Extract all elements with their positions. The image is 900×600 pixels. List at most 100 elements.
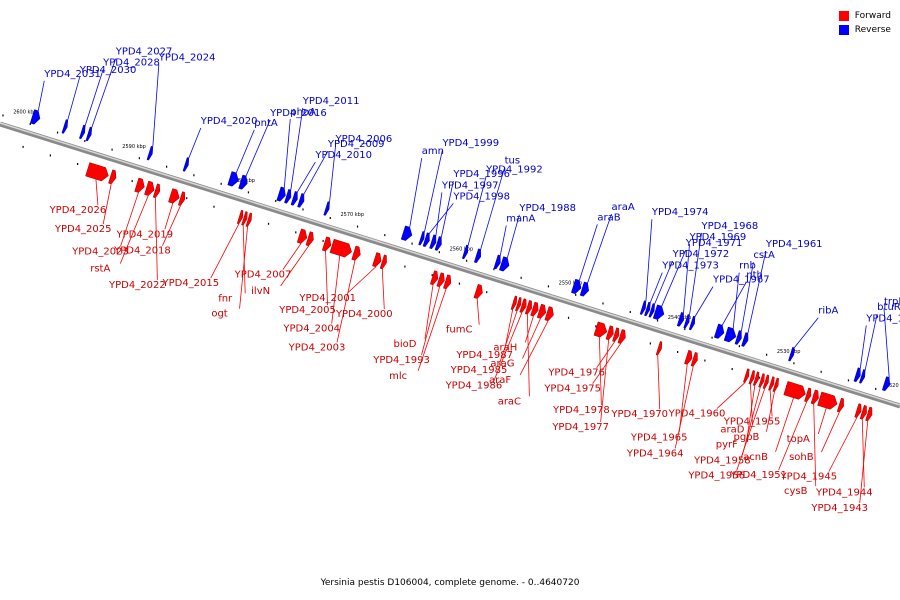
gene-label-acnB: acnB (743, 452, 768, 463)
gene-arrow-YPD4_1978 (593, 321, 608, 338)
gene-arrow-rnb (723, 326, 737, 343)
gene-arrow-tus (473, 248, 481, 264)
gene-label-bioD: bioD (394, 339, 417, 350)
leader-line-ogt (239, 226, 248, 309)
gene-label-araC: araC (498, 396, 521, 407)
leader-line-trpE (883, 308, 890, 378)
leader-line-YPD4_1956 (736, 388, 766, 471)
gene-arrow-YPD4_1993 (436, 272, 445, 288)
gene-arrow-YPD4_1985 (515, 296, 522, 312)
leader-line-YPD4_2022 (154, 197, 158, 280)
gene-arrow-YPD4_1987 (510, 295, 518, 311)
gene-label-topA: topA (787, 434, 810, 445)
gene-arrow-YPD4_1958 (758, 373, 765, 388)
gene-label-YPD4_1992: YPD4_1992 (485, 165, 543, 176)
tick-label: 2560 kbp (450, 246, 474, 252)
gene-arrow-araA (579, 281, 589, 297)
gene-label-ribA: ribA (818, 306, 838, 317)
gene-arrow-nth (713, 323, 725, 339)
gene-arrow-YPD4_2026 (85, 162, 109, 182)
gene-arrow-btuR (859, 369, 866, 384)
gene-label-YPD4_2027: YPD4_2027 (115, 47, 173, 58)
gene-arrow-YPD4_1943 (865, 406, 873, 422)
leader-line-YPD4_1965 (678, 364, 688, 433)
gene-arrow-pntA (227, 171, 239, 187)
gene-label-YPD4_2023: YPD4_2023 (71, 247, 129, 258)
gene-arrow-pyrF (752, 371, 760, 386)
gene-arrow-YPD4_1967 (688, 315, 696, 331)
leader-line-YPD4_1999 (424, 149, 443, 232)
gene-label-YPD4_2006: YPD4_2006 (335, 134, 393, 145)
gene-arrow-YPD4_1996 (434, 236, 442, 251)
gene-arrow-rstA (144, 180, 155, 196)
leader-line-cysB (813, 404, 817, 487)
leader-line-YPD4_2026 (95, 179, 99, 206)
gene-arrow-YPD4_1974 (639, 300, 647, 315)
leader-line-YPD4_2019 (164, 203, 174, 230)
leader-line-tus (480, 167, 506, 250)
gene-arrow-YPD4_1988 (499, 256, 510, 272)
gene-label-YPD4_1996: YPD4_1996 (452, 169, 510, 180)
gene-arrow-YPD4_1971 (652, 304, 665, 320)
leader-line-rstA (119, 195, 149, 264)
legend: Forward Reverse (838, 9, 891, 37)
gene-label-ilvN: ilvN (251, 286, 270, 297)
gene-label-YPD4_1974: YPD4_1974 (651, 207, 709, 218)
tick-label: 2520 kbp (886, 383, 900, 389)
gene-arrow-YPD4_2005 (321, 236, 332, 252)
gene-arrow-araH (530, 301, 539, 317)
gene-label-YPD4_2025: YPD4_2025 (54, 224, 112, 235)
gene-label-YPD4_2019: YPD4_2019 (115, 229, 173, 240)
gene-label-nth: nth (746, 270, 763, 281)
gene-arrow-YPD4_1947 (853, 367, 861, 383)
gene-arrow-YPD4_1968 (683, 314, 690, 329)
leader-line-acnB (775, 397, 794, 452)
gene-label-layer: YPD4_2031YPD4_2030YPD4_2028YPD4_2027YPD4… (43, 47, 900, 514)
gene-label-YPD4_1945: YPD4_1945 (779, 472, 837, 483)
leader-line-YPD4_2024 (152, 64, 160, 147)
gene-arrow-YPD4_1944 (859, 404, 867, 420)
gene-arrow-YPD4_2004 (329, 238, 352, 258)
leader-line-YPD4_1970 (657, 355, 661, 410)
tick-label: 2570 kbp (340, 212, 364, 218)
gene-arrow-YPD4_1997 (429, 234, 437, 250)
leader-line-araF (519, 320, 549, 376)
gene-arrow-YPD4_1975 (617, 329, 626, 344)
gene-arrow-YPD4_2022 (152, 183, 160, 199)
gene-arrow-YPD4_1999 (418, 231, 425, 246)
gene-arrow-YPD4_2001 (372, 252, 382, 268)
tick-label: 2530 kbp (777, 349, 801, 355)
gene-label-YPD4_1955: YPD4_1955 (723, 416, 781, 427)
gene-arrow-ogt (245, 212, 252, 228)
tick-label: 2590 kbp (122, 144, 146, 150)
gene-label-YPD4_1993: YPD4_1993 (372, 355, 430, 366)
gene-arrow-araF (544, 306, 554, 322)
leader-line-YPD4_1977 (600, 339, 610, 422)
gene-label-YPD4_1961: YPD4_1961 (765, 239, 823, 250)
gene-label-YPD4_1965: YPD4_1965 (630, 432, 688, 443)
gene-label-YPD4_2024: YPD4_2024 (158, 53, 216, 64)
gene-label-YPD4_2000: YPD4_2000 (335, 309, 393, 320)
gene-arrow-YPD4_1970 (655, 341, 663, 356)
leader-line-YPD4_2028 (84, 69, 104, 126)
reverse-swatch (838, 25, 849, 35)
leader-line-YPD4_1944 (861, 419, 865, 488)
gene-arrow-manA (493, 254, 501, 270)
legend-forward: Forward (838, 9, 891, 23)
leader-line-YPD4_1945 (828, 417, 858, 472)
leader-line-bioD (424, 284, 434, 339)
tick-label: 2550 kbp (559, 281, 583, 287)
leader-line-YPD4_2004 (331, 255, 341, 324)
gene-label-YPD4_1968: YPD4_1968 (701, 221, 759, 232)
leader-line-YPD4_1943 (859, 421, 869, 504)
gene-label-tus: tus (505, 155, 520, 166)
gene-label-araD: araD (720, 424, 744, 435)
leader-line-YPD4_1968 (689, 232, 702, 315)
leader-line-araA (587, 213, 612, 284)
gene-label-pyrF: pyrF (716, 440, 738, 451)
gene-label-YPD4_1947: YPD4_1947 (865, 313, 900, 324)
gene-label-YPD4_1985: YPD4_1985 (450, 365, 508, 376)
gene-arrow-YPD4_1977 (605, 325, 614, 341)
leader-line-YPD4_2006 (329, 146, 336, 203)
